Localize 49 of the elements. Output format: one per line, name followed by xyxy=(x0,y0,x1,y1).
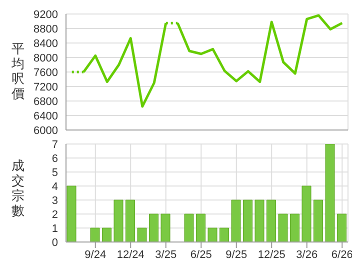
bar xyxy=(266,200,276,242)
x-tick-label: 12/24 xyxy=(116,248,144,261)
y-tick-label: 5 xyxy=(52,166,58,179)
bar xyxy=(243,200,252,242)
y-tick-label: 6400 xyxy=(34,110,58,122)
bar xyxy=(114,200,124,242)
bar xyxy=(314,200,323,242)
bar xyxy=(220,228,229,242)
x-tick-label: 12/25 xyxy=(258,248,286,261)
y-tick-label: 8000 xyxy=(34,52,58,64)
bar xyxy=(90,228,100,242)
x-tick-label: 3/25 xyxy=(155,248,177,261)
x-tick-label: 9/25 xyxy=(226,248,248,261)
bar xyxy=(126,200,135,242)
y-tick-label: 2 xyxy=(52,208,58,221)
bar xyxy=(208,228,218,242)
bar xyxy=(66,186,76,242)
bar xyxy=(254,200,264,242)
y-tick-label: 7 xyxy=(52,138,58,151)
x-tick-label: 6/26 xyxy=(331,248,353,261)
bar xyxy=(102,228,112,242)
y-tick-label: 3 xyxy=(52,194,58,207)
bar xyxy=(137,228,147,242)
y-tick-label: 0 xyxy=(52,236,58,249)
x-tick-label: 9/24 xyxy=(84,248,106,261)
x-tick-label: 3/26 xyxy=(296,248,318,261)
bar xyxy=(231,200,241,242)
y-tick-label: 1 xyxy=(52,222,58,235)
y-tick-label: 6800 xyxy=(34,96,58,108)
bar xyxy=(337,214,346,242)
y-tick-label: 7200 xyxy=(34,81,58,94)
y-tick-label: 7600 xyxy=(34,66,58,79)
x-tick-label: 6/25 xyxy=(190,248,212,261)
y-tick-label: 4 xyxy=(52,180,58,193)
bar xyxy=(325,144,335,242)
bar xyxy=(302,186,312,242)
y-tick-label: 9200 xyxy=(34,8,58,21)
y-tick-label: 8400 xyxy=(34,38,58,50)
bar xyxy=(149,214,158,242)
y-axis-title: 平均呎價 xyxy=(12,41,24,101)
bar xyxy=(184,214,194,242)
y-tick-label: 8800 xyxy=(34,23,58,36)
bar xyxy=(160,214,170,242)
y-tick-label: 6 xyxy=(52,152,58,165)
bar xyxy=(196,214,206,242)
y-axis-title: 成交宗數 xyxy=(12,158,24,218)
bar xyxy=(278,214,288,242)
bar xyxy=(290,214,300,242)
y-tick-label: 6000 xyxy=(34,124,58,137)
